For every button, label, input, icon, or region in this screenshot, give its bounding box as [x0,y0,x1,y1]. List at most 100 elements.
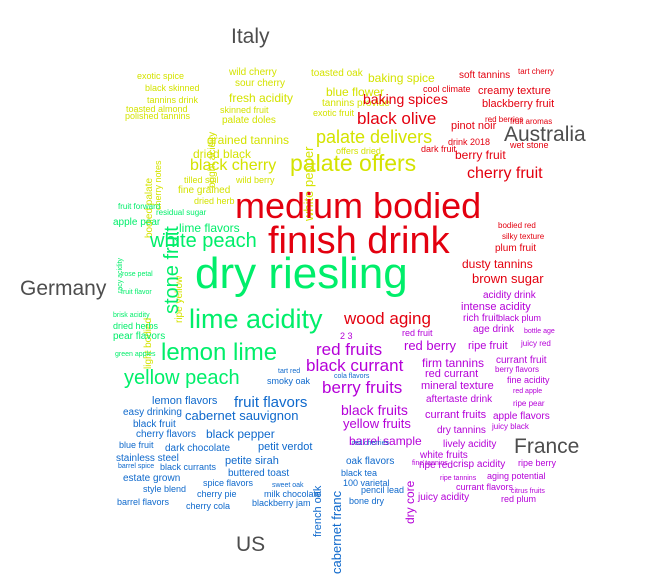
word-france-firm-tannins: firm tannins [422,356,485,370]
word-australia-fruit-aromas: fruit aromas [510,117,553,126]
word-germany-yellow-peach: yellow peach [124,367,240,389]
word-france-black-plum: black plum [498,313,542,323]
word-italy-fresh-acidity: fresh acidity [229,91,294,105]
word-germany-lemon-lime: lemon lime [161,339,278,366]
word-italy-grained-tannins: grained tannins [207,133,290,147]
word-us-stainless-steel: stainless steel [116,453,179,464]
word-italy-black-skinned: black skinned [145,83,200,93]
word-us-french-oak: french oak [312,485,324,537]
word-australia-soft-tannins: soft tannins [459,70,511,81]
word-us-petite-sirah: petite sirah [225,455,279,467]
word-us-estate-grown: estate grown [123,473,181,484]
word-australia-cool-climate: cool climate [423,84,471,94]
word-france-barrel-sample: barrel sample [349,434,422,448]
word-france-age-drink: age drink [473,324,515,335]
word-france-citrus-fruits: citrus fruits [511,488,545,495]
word-germany-fruit-forward: fruit forward [118,202,161,211]
word-italy-palate-offers: palate offers [290,150,417,176]
word-us-bone-dry: bone dry [349,496,385,506]
word-australia-blackberry-fruit: blackberry fruit [482,98,555,110]
word-france-juicy-black: juicy black [492,422,529,431]
word-us-100-varietal: 100 varietal [343,478,390,488]
word-us-sweet-oak: sweet oak [272,482,304,489]
word-us-black-tea: black tea [341,468,378,478]
word-france-red-fruits: red fruits [316,340,383,359]
word-france-2-3: 2 3 [340,331,353,341]
word-us-tart-red: tart red [278,368,301,375]
word-germany-fruit-flavor: fruit flavor [121,289,152,296]
group-label-italy: Italy [231,25,270,48]
word-france-currant-fruit: currant fruit [496,355,547,366]
word-france-acidity-drink: acidity drink [483,290,536,301]
word-france-ripe-tannins: ripe tannins [440,475,477,482]
word-france-berry-fruits: berry fruits [322,378,403,397]
word-australia-medium-bodied: medium bodied [235,185,482,226]
word-france-fine-tannins: fine tannins [412,460,448,467]
word-italy-black-cherry: black cherry [190,157,277,174]
word-france-mineral-texture: mineral texture [421,380,494,392]
word-italy-bright-acidity: bright acidity [207,131,218,188]
word-germany-rose-petal: rose petal [122,271,153,278]
word-australia-wet-stone: wet stone [510,140,549,150]
word-germany-racy-acidity: racy acidity [117,257,124,293]
word-france-rich-fruit: rich fruit [463,313,499,324]
word-australia-wood-aging: wood aging [344,309,431,328]
word-france-red-plum: red plum [501,494,537,504]
word-france-lively-acidity: lively acidity [443,439,497,450]
word-france-red-apple: red apple [513,388,543,395]
word-germany-pear-flavors: pear flavors [113,331,166,342]
word-us-cherry-pie: cherry pie [197,489,237,499]
word-us-barrel-spice: barrel spice [118,463,155,470]
word-italy-wild-cherry: wild cherry [229,67,277,78]
word-italy-tilled-soil: tilled soil [184,175,219,185]
word-us-lemon-flavors: lemon flavors [152,395,218,407]
word-france-red-currant: red currant [425,368,479,380]
word-italy-sour-cherry: sour cherry [235,78,286,89]
word-italy-dried-herb: dried herb [194,196,235,206]
word-germany-brisk-acidity: brisk acidity [113,312,150,319]
word-france-ripe-pear: ripe pear [513,399,545,408]
word-italy-palate-delivers: palate delivers [316,127,433,147]
word-italy-offers-dried: offers dried [336,146,381,156]
word-us-buttered-toast: buttered toast [228,468,290,479]
word-us-black-fruit: black fruit [133,419,176,430]
word-australia-plum-fruit: plum fruit [495,243,537,254]
word-italy-fine-grained: fine grained [178,185,231,196]
word-italy-blue-flower: blue flower [326,85,385,99]
word-australia-dusty-tannins: dusty tannins [462,257,533,271]
word-germany-dry-riesling: dry riesling [195,249,408,298]
word-france-crisp-acidity: crisp acidity [453,459,506,470]
word-germany-apple-pear: apple pear [113,217,161,228]
word-us-black-currants: black currants [160,462,217,472]
word-australia-creamy-texture: creamy texture [478,85,551,97]
group-label-france: France [514,435,580,458]
word-us-black-pepper: black pepper [206,427,275,441]
word-australia-drink-2018: drink 2018 [448,137,491,147]
word-us-oak-flavors: oak flavors [346,456,395,467]
word-australia-baking-spices: baking spices [363,91,448,107]
word-australia-tart-cherry: tart cherry [518,67,555,76]
word-germany-stone-fruit: stone fruit [161,226,183,314]
word-italy-polished-tannins: polished tannins [125,111,191,121]
word-us-dark-chocolate: dark chocolate [165,443,231,454]
word-france-black-currant: black currant [306,356,404,375]
word-germany-lime-flavors: lime flavors [179,221,240,235]
word-us-red-cherries: red cherries [352,440,389,447]
group-label-germany: Germany [20,277,107,300]
word-us-pencil-lead: pencil lead [361,485,405,495]
word-france-ripe-fruit: ripe fruit [468,340,508,352]
word-france-aftertaste-drink: aftertaste drink [426,394,493,405]
word-germany-green-apples: green apples [115,351,156,358]
word-australia-silky-texture: silky texture [502,232,545,241]
word-france-dry-core: dry core [403,480,417,524]
word-france-currant-flavors: currant flavors [456,482,514,492]
word-australia-dark-fruit: dark fruit [421,144,457,154]
word-italy-toasted-almond: toasted almond [126,104,188,114]
word-france-aging-potential: aging potential [487,471,546,481]
word-us-fruit-flavors: fruit flavors [234,394,308,411]
word-germany-lime-acidity: lime acidity [189,304,323,334]
word-us-spice-flavors: spice flavors [203,478,254,488]
word-france-yellow-fruits: yellow fruits [343,416,411,431]
word-france-intense-acidity: intense acidity [461,301,531,313]
word-germany-white-peach: white peach [150,230,257,252]
